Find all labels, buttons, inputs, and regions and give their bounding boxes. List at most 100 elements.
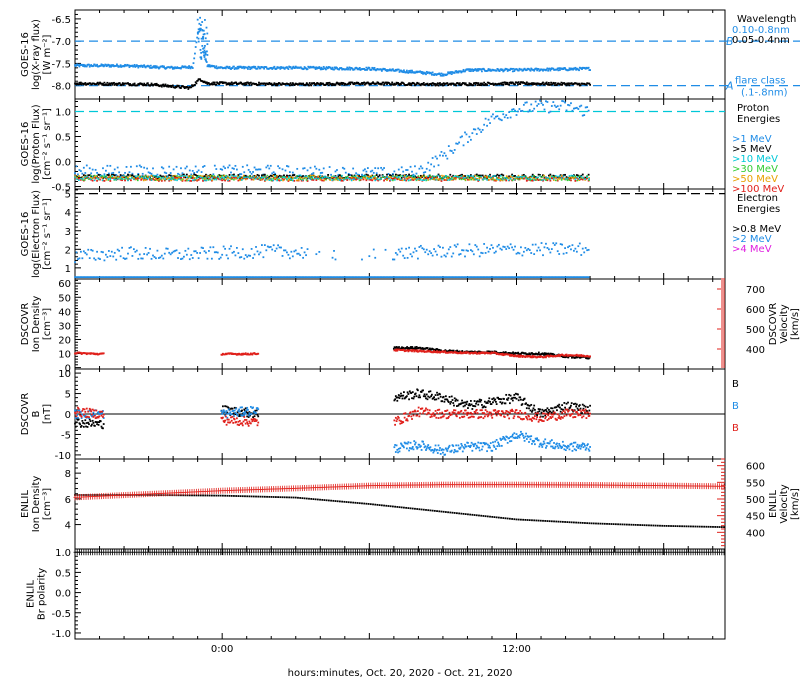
data-point <box>553 276 556 279</box>
data-point <box>586 249 589 252</box>
data-point <box>486 175 488 178</box>
data-point <box>347 173 350 175</box>
data-point <box>255 246 257 248</box>
data-point <box>422 349 425 352</box>
data-point <box>136 179 139 182</box>
y-axis-label-line: GOES-16 <box>20 212 31 257</box>
data-point <box>515 276 518 279</box>
data-point <box>136 65 139 67</box>
data-point <box>453 149 456 151</box>
data-point <box>550 276 553 279</box>
data-point <box>480 84 483 87</box>
legend-item: >50 MeV <box>732 174 778 185</box>
data-point <box>479 82 482 85</box>
data-point <box>415 350 418 353</box>
data-point <box>564 356 567 359</box>
data-point <box>518 178 521 181</box>
data-point <box>101 177 104 179</box>
data-point <box>355 81 358 84</box>
data-point <box>112 177 115 179</box>
data-point <box>371 179 374 182</box>
data-point <box>133 63 136 66</box>
data-point <box>305 276 307 279</box>
data-point <box>397 175 400 178</box>
data-point <box>123 178 125 180</box>
data-point <box>79 170 82 172</box>
data-point <box>486 177 488 180</box>
data-point <box>319 178 322 181</box>
data-point <box>465 352 468 355</box>
data-point <box>393 258 396 261</box>
data-point <box>511 276 513 279</box>
data-point <box>461 249 463 252</box>
data-point <box>321 179 324 182</box>
data-point <box>239 175 241 178</box>
data-point <box>184 249 187 252</box>
data-point <box>131 276 134 279</box>
data-point <box>205 251 207 254</box>
data-point <box>474 244 477 246</box>
y-tick-label: 2 <box>65 245 71 256</box>
data-point <box>547 111 550 114</box>
data-point <box>263 276 266 279</box>
data-point <box>380 177 382 179</box>
data-point <box>321 171 324 174</box>
data-point <box>574 276 577 279</box>
data-point <box>510 82 513 85</box>
data-point <box>447 179 449 181</box>
data-point <box>492 82 494 85</box>
data-point <box>471 276 474 279</box>
data-point <box>258 66 260 68</box>
data-point <box>583 176 586 179</box>
data-point <box>522 103 525 106</box>
y-tick-label: 1 <box>65 264 71 275</box>
data-point <box>230 83 232 86</box>
data-point <box>168 276 171 279</box>
data-point <box>273 82 276 85</box>
data-point <box>440 255 443 258</box>
data-point <box>105 169 107 172</box>
data-point <box>496 178 498 180</box>
data-point <box>89 178 92 181</box>
data-point <box>417 276 419 279</box>
data-point <box>262 174 265 177</box>
data-point <box>142 176 145 178</box>
data-point <box>140 165 143 168</box>
data-point <box>195 176 198 178</box>
data-point <box>244 177 247 180</box>
data-point <box>504 83 507 86</box>
data-point <box>549 69 552 72</box>
data-point <box>421 175 424 177</box>
data-point <box>490 276 493 279</box>
data-point <box>172 276 175 279</box>
data-point <box>170 86 173 88</box>
data-point <box>278 179 281 182</box>
data-point <box>396 253 399 256</box>
data-point <box>239 179 241 182</box>
data-point <box>430 163 433 166</box>
data-point <box>364 175 367 178</box>
data-point <box>459 177 462 180</box>
data-point <box>497 68 500 71</box>
data-point <box>336 276 338 279</box>
data-point <box>578 179 581 182</box>
data-point <box>452 276 455 279</box>
data-point <box>410 71 413 74</box>
data-point <box>118 82 121 85</box>
data-point <box>176 175 178 177</box>
data-point <box>223 178 225 181</box>
data-point <box>365 276 368 279</box>
data-point <box>473 69 476 72</box>
data-point <box>323 179 326 181</box>
data-point <box>288 257 291 260</box>
data-point <box>577 108 580 110</box>
y-tick-label: 50 <box>58 293 71 304</box>
data-point <box>184 174 186 177</box>
data-point <box>400 83 402 86</box>
data-point <box>170 179 172 182</box>
data-point <box>422 82 425 84</box>
data-point <box>242 176 245 179</box>
data-point <box>128 276 131 279</box>
data-point <box>231 83 234 86</box>
data-point <box>489 276 491 279</box>
